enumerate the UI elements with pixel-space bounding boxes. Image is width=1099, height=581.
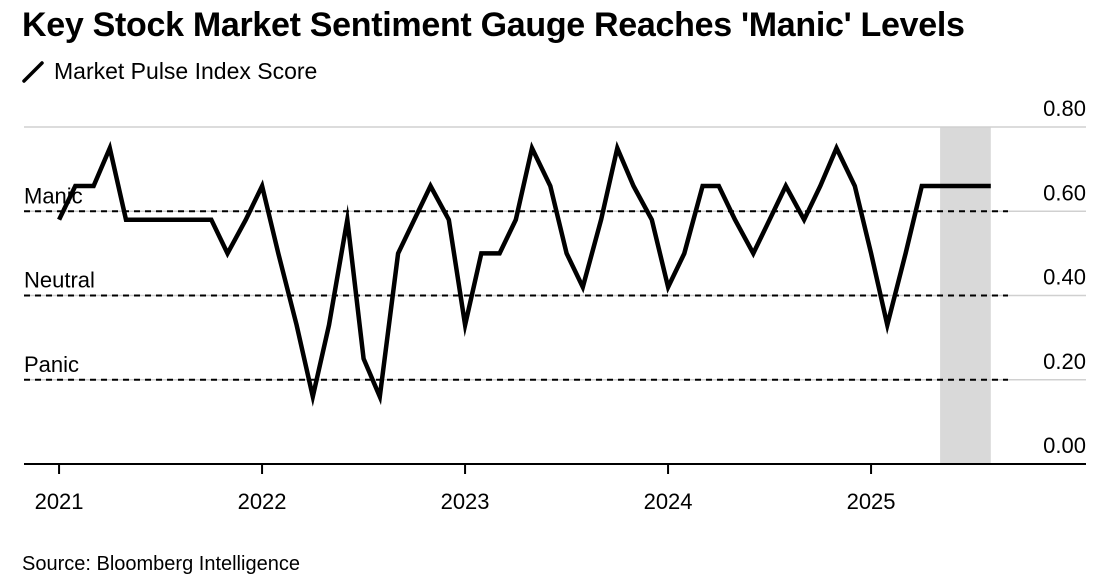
x-tick-label: 2021 [35,489,84,514]
line-chart: 0.000.200.400.600.80ManicNeutralPanic202… [24,96,1086,514]
x-tick-label: 2023 [441,489,490,514]
reference-label: Panic [24,352,79,377]
y-tick-label: 0.40 [1043,265,1086,290]
y-tick-label: 0.80 [1043,96,1086,121]
x-tick-label: 2024 [644,489,693,514]
legend: Market Pulse Index Score [22,58,317,85]
series-line [57,140,991,407]
legend-label: Market Pulse Index Score [54,58,318,84]
x-tick-label: 2022 [238,489,287,514]
y-tick-label: 0.60 [1043,180,1086,205]
line-series-icon [22,60,44,83]
source-note: Source: Bloomberg Intelligence [22,553,300,575]
reference-label: Neutral [24,268,95,293]
x-tick-label: 2025 [847,489,896,514]
y-tick-label: 0.00 [1043,433,1086,458]
chart-title: Key Stock Market Sentiment Gauge Reaches… [22,6,965,44]
y-tick-label: 0.20 [1043,349,1086,374]
